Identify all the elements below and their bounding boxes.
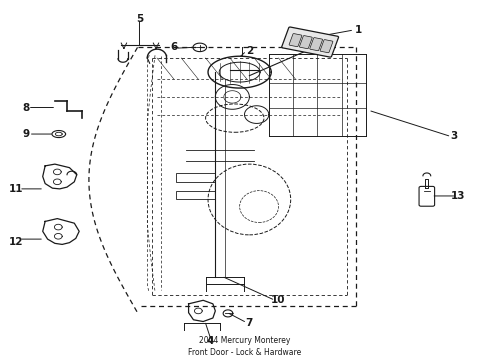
- Text: 5: 5: [136, 14, 143, 24]
- Text: 10: 10: [271, 295, 285, 305]
- Text: 6: 6: [170, 42, 177, 52]
- FancyBboxPatch shape: [299, 36, 312, 49]
- FancyBboxPatch shape: [320, 40, 332, 53]
- Text: 8: 8: [22, 103, 29, 113]
- Text: 7: 7: [245, 318, 252, 328]
- Bar: [176, 191, 215, 199]
- Text: 4: 4: [206, 336, 214, 346]
- Text: 1: 1: [354, 25, 362, 35]
- Bar: [176, 173, 215, 182]
- FancyBboxPatch shape: [281, 27, 338, 57]
- Text: 2004 Mercury Monterey
Front Door - Lock & Hardware: 2004 Mercury Monterey Front Door - Lock …: [187, 336, 301, 357]
- Text: 11: 11: [9, 184, 23, 194]
- Text: 13: 13: [450, 191, 465, 201]
- Text: 12: 12: [9, 237, 23, 247]
- Text: 3: 3: [449, 131, 456, 141]
- Text: 9: 9: [22, 129, 29, 139]
- FancyBboxPatch shape: [288, 33, 301, 47]
- Text: 2: 2: [245, 46, 252, 56]
- FancyBboxPatch shape: [309, 38, 322, 51]
